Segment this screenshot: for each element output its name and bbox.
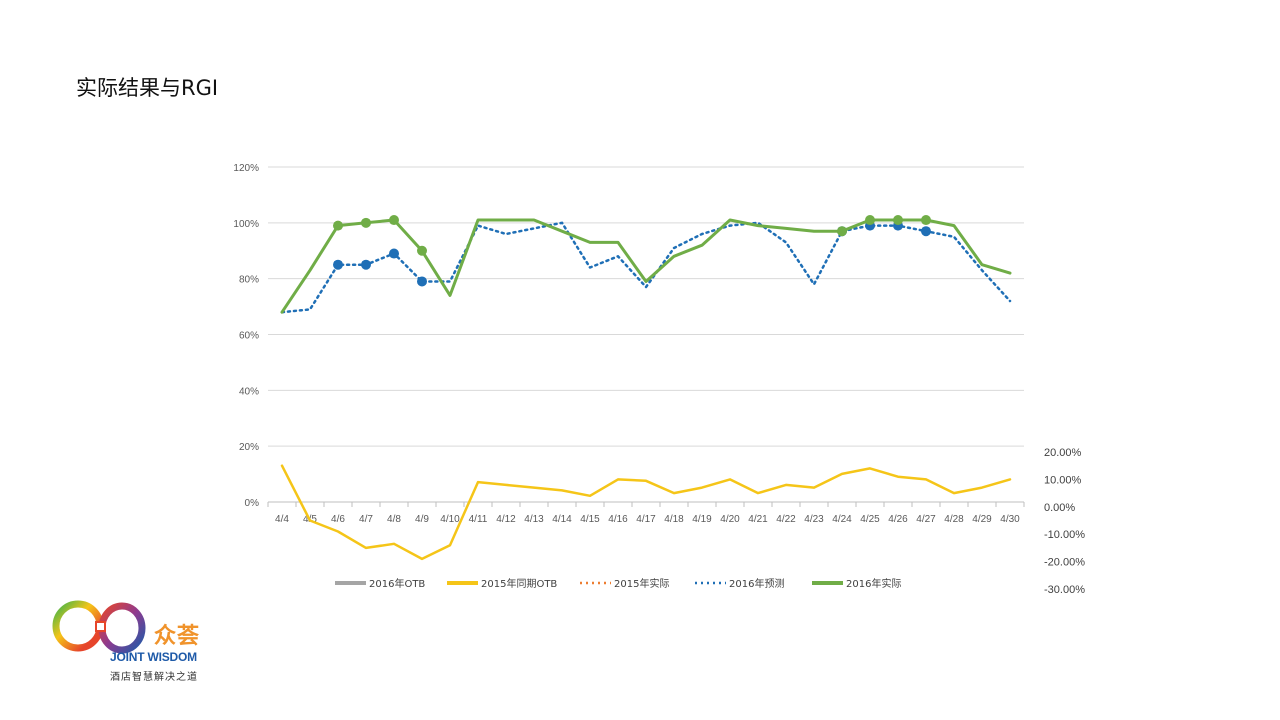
x-tick-label: 4/21 <box>748 514 768 525</box>
right-tick-label: -20.00% <box>1044 557 1085 569</box>
logo-infinity-icon <box>52 600 146 654</box>
data-point <box>865 215 875 226</box>
x-tick-label: 4/30 <box>1000 514 1020 525</box>
x-tick-label: 4/13 <box>524 514 544 525</box>
data-point <box>333 220 343 231</box>
data-point <box>389 215 399 226</box>
x-tick-label: 4/25 <box>860 514 880 525</box>
x-tick-label: 4/16 <box>608 514 628 525</box>
x-tick-label: 4/15 <box>580 514 600 525</box>
data-point <box>837 226 847 237</box>
legend-label: 2016年实际 <box>846 577 901 590</box>
x-tick-label: 4/26 <box>888 514 908 525</box>
slide-title: 实际结果与RGI <box>76 76 219 100</box>
legend-layer: 2016年OTB 2015年同期OTB 2015年实际 2016年预测 2016年实际 <box>335 577 901 590</box>
x-tick-label: 4/12 <box>496 514 516 525</box>
series-line-3 <box>280 221 1012 314</box>
data-point <box>333 259 343 270</box>
x-tick-label: 4/4 <box>275 514 289 525</box>
grid-layer <box>268 166 1024 503</box>
axis-layer: 0% 20% 40% 60% 80% 100% 120% 20.00% 10.00% 0.00% -… <box>233 163 1085 596</box>
data-point <box>361 217 371 228</box>
left-tick-label: 40% <box>239 386 259 397</box>
right-tick-label: 0.00% <box>1044 502 1075 514</box>
logo-tagline: 酒店智慧解决之道 <box>110 672 198 683</box>
x-tick-label: 4/17 <box>636 514 656 525</box>
x-tick-label: 4/22 <box>776 514 796 525</box>
x-tick-label: 4/9 <box>415 514 429 525</box>
series-line-4 <box>280 218 1012 314</box>
logo-name-cn: 众荟 <box>154 624 201 649</box>
left-tick-label: 80% <box>239 275 259 286</box>
logo: 众荟 JOINT WISDOM 酒店智慧解决之道 <box>52 600 222 690</box>
right-tick-label: -10.00% <box>1044 529 1085 541</box>
x-tick-label: 4/24 <box>832 514 852 525</box>
data-point <box>893 215 903 226</box>
left-tick-label: 100% <box>233 219 259 230</box>
x-tick-label: 4/19 <box>692 514 712 525</box>
x-tick-label: 4/8 <box>387 514 401 525</box>
x-tick-label: 4/14 <box>552 514 572 525</box>
right-tick-label: 10.00% <box>1044 474 1082 486</box>
x-tick-label: 4/11 <box>469 514 488 525</box>
x-tick-label: 4/29 <box>972 514 992 525</box>
data-point <box>361 259 371 270</box>
x-tick-label: 4/27 <box>916 514 936 525</box>
left-tick-label: 60% <box>239 331 259 342</box>
left-tick-label: 120% <box>233 163 259 174</box>
x-tick-label: 4/28 <box>944 514 964 525</box>
data-point <box>921 215 931 226</box>
logo-name-en: JOINT WISDOM <box>110 650 197 664</box>
legend-label: 2016年预测 <box>729 577 784 590</box>
legend-label: 2015年同期OTB <box>481 577 557 590</box>
x-tick-label: 4/6 <box>331 514 345 525</box>
data-point <box>921 226 931 237</box>
data-point <box>417 276 427 287</box>
right-tick-label: -30.00% <box>1044 584 1085 596</box>
x-tick-label: 4/20 <box>720 514 740 525</box>
left-tick-label: 0% <box>245 498 260 509</box>
x-tick-label: 4/23 <box>804 514 824 525</box>
legend-label: 2015年实际 <box>614 577 669 590</box>
data-point <box>389 248 399 259</box>
legend-label: 2016年OTB <box>369 577 425 590</box>
left-tick-label: 20% <box>239 442 259 453</box>
x-tick-label: 4/10 <box>440 514 460 525</box>
data-point <box>417 245 427 256</box>
series-line-1 <box>280 464 1012 561</box>
x-tick-label: 4/7 <box>359 514 373 525</box>
x-tick-label: 4/18 <box>664 514 684 525</box>
series-layer <box>280 215 1012 561</box>
right-tick-label: 20.00% <box>1044 447 1082 459</box>
